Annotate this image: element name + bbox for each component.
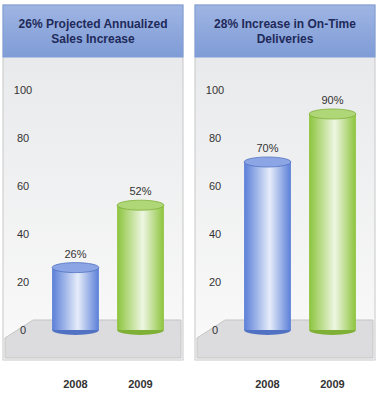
y-tick-label: 100 (14, 84, 32, 96)
title-line: Deliveries (257, 32, 314, 46)
title-box (195, 5, 375, 57)
chart-title: 26% Projected AnnualizedSales Increase (19, 17, 168, 46)
y-tick-label: 100 (206, 84, 224, 96)
bar (52, 268, 99, 330)
data-label: 26% (64, 248, 86, 260)
bar (244, 162, 291, 330)
x-tick-label: 2008 (255, 378, 279, 390)
y-tick-label: 80 (17, 132, 29, 144)
title-line: 26% Projected Annualized (19, 17, 168, 31)
bar-top (52, 263, 99, 273)
bars (52, 200, 164, 335)
y-tick-label: 60 (17, 180, 29, 192)
bar-top (117, 200, 164, 210)
title-box (3, 5, 183, 57)
x-tick-label: 2008 (63, 378, 87, 390)
y-tick-label: 20 (209, 276, 221, 288)
bar-top (309, 109, 356, 119)
panel-background (3, 5, 183, 360)
x-tick-label: 2009 (128, 378, 152, 390)
chart-canvas: 26% Projected AnnualizedSales Increase02… (0, 0, 378, 400)
title-line: 28% Increase in On-Time (214, 17, 356, 31)
y-tick-label: 0 (212, 324, 218, 336)
panel: 28% Increase in On-TimeDeliveries 0 20 40 60… (195, 5, 375, 390)
y-tick-label: 20 (17, 276, 29, 288)
bars (244, 109, 356, 335)
data-label: 70% (256, 142, 278, 154)
title-line: Sales Increase (51, 32, 135, 46)
panel-background (195, 5, 375, 360)
bar-top (244, 157, 291, 167)
x-tick-label: 2009 (320, 378, 344, 390)
chart-title: 28% Increase in On-TimeDeliveries (214, 17, 356, 46)
y-tick-label: 40 (17, 228, 29, 240)
bar (117, 205, 164, 330)
y-tick-label: 80 (209, 132, 221, 144)
data-label: 52% (129, 185, 151, 197)
y-tick-label: 0 (20, 324, 26, 336)
y-tick-label: 40 (209, 228, 221, 240)
panel: 26% Projected AnnualizedSales Increase 0 2… (3, 5, 183, 390)
data-label: 90% (321, 94, 343, 106)
y-tick-label: 60 (209, 180, 221, 192)
bar (309, 114, 356, 330)
